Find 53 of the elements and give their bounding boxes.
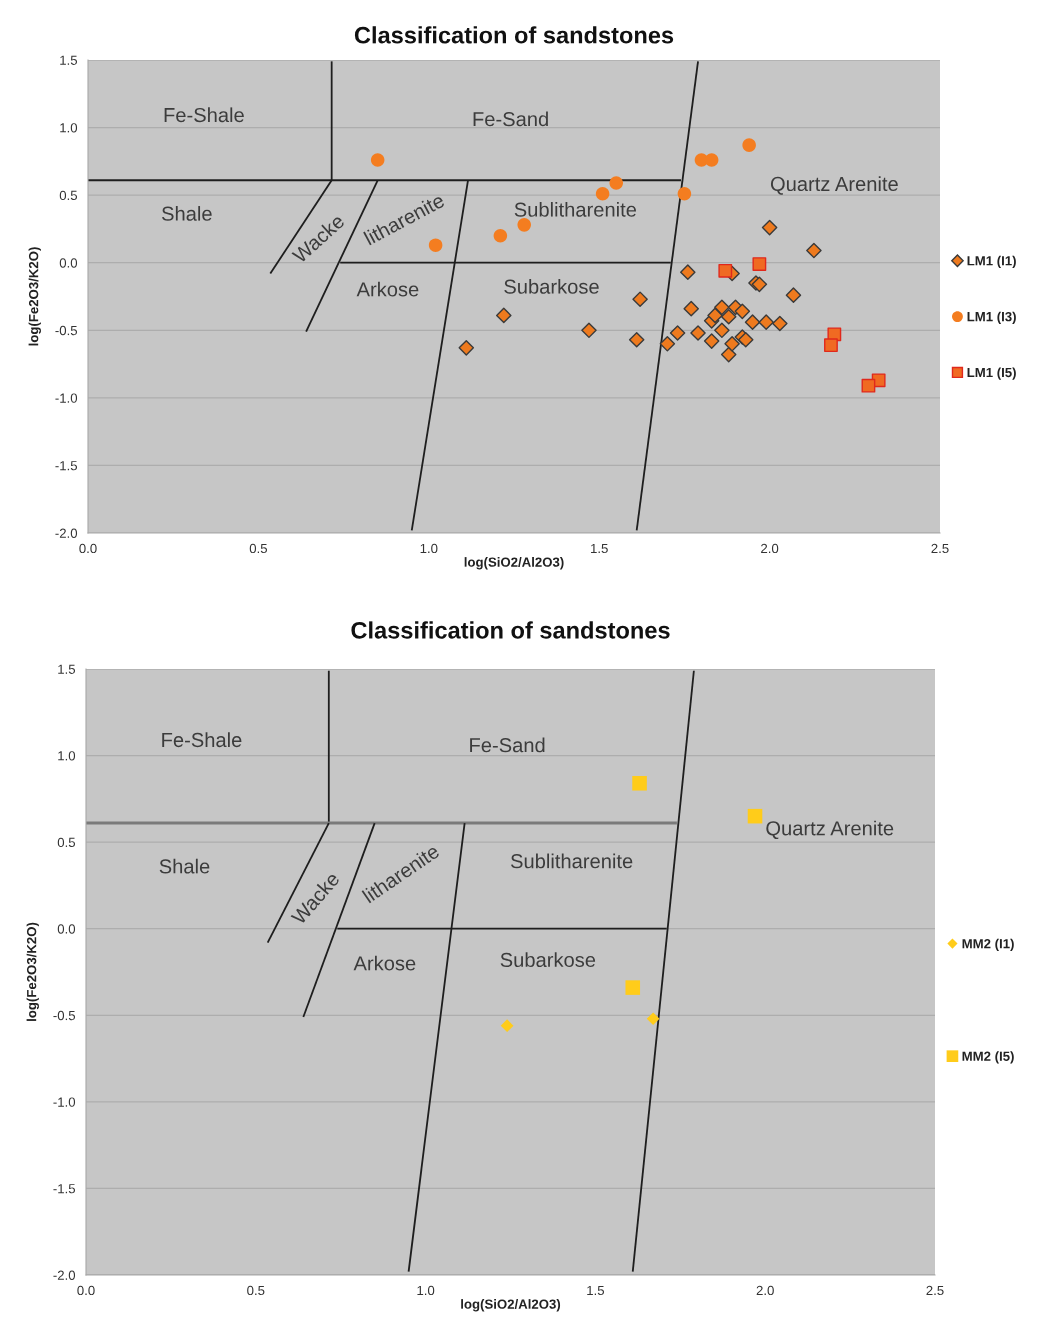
annotation: Quartz Arenite xyxy=(766,820,894,840)
y-tick-label: 1.0 xyxy=(58,751,76,761)
annotation: Sublitharenite xyxy=(510,853,633,869)
y-tick-label: -1.0 xyxy=(55,393,78,403)
y-tick-label: 0.0 xyxy=(59,258,78,268)
x-tick-label: 0.5 xyxy=(247,1285,265,1296)
y-tick-label: 0.0 xyxy=(57,924,76,934)
annotation: Fe-Shale xyxy=(164,107,244,123)
legend-label: MM2 (I1) xyxy=(962,938,1014,951)
y-tick-label: -1.0 xyxy=(53,1097,76,1107)
annotation: Quartz Arenite xyxy=(770,176,898,195)
y-tick-label: 1.5 xyxy=(58,664,76,674)
y-axis-title: log(Fe2O3/K2O) xyxy=(28,247,41,346)
y-tick-label: 0.5 xyxy=(57,837,76,848)
y-tick-label: -1.5 xyxy=(55,461,78,471)
y-tick-label: -1.5 xyxy=(53,1184,76,1194)
legend-label: LM1 (I3) xyxy=(967,311,1016,324)
chart-title: Classification of sandstones xyxy=(354,26,674,44)
annotation: Sublitharenite xyxy=(514,201,637,217)
y-tick-label: -0.5 xyxy=(53,1010,76,1021)
annotation: Fe-Shale xyxy=(162,732,242,748)
x-tick-label: 2.0 xyxy=(756,1285,774,1296)
x-tick-label: 2.5 xyxy=(926,1285,944,1296)
y-tick-label: -2.0 xyxy=(53,1270,76,1280)
y-tick-label: -0.5 xyxy=(55,325,78,336)
annotation: Subarkose xyxy=(504,279,599,294)
x-tick-label: 0.5 xyxy=(249,543,268,554)
annotation: Shale xyxy=(162,206,212,221)
annotation: Arkose xyxy=(356,281,419,297)
annotation: Arkose xyxy=(353,955,416,971)
chart-title: Classification of sandstones xyxy=(351,621,670,639)
y-tick-label: 0.5 xyxy=(59,190,78,201)
x-tick-label: 1.5 xyxy=(587,1285,605,1296)
y-axis-title: log(Fe2O3/K2O) xyxy=(26,922,39,1021)
annotation: Subarkose xyxy=(500,952,596,968)
legend-label: MM2 (I5) xyxy=(962,1051,1014,1064)
x-axis-title: log(SiO2/Al2O3) xyxy=(464,557,564,570)
legend-label: LM1 (I1) xyxy=(967,255,1016,269)
x-tick-label: 2.0 xyxy=(761,543,779,554)
x-tick-label: 1.0 xyxy=(420,543,438,554)
legend-label: LM1 (I5) xyxy=(967,367,1016,380)
annotation: Fe-Sand xyxy=(473,111,548,127)
x-axis-title: log(SiO2/Al2O3) xyxy=(461,1299,561,1312)
y-tick-label: 1.5 xyxy=(60,55,78,65)
annotation: Fe-Sand xyxy=(470,737,545,753)
x-tick-label: 1.0 xyxy=(417,1285,435,1296)
x-tick-label: 1.5 xyxy=(591,543,608,554)
y-tick-label: 1.0 xyxy=(60,123,78,133)
x-tick-label: 0.0 xyxy=(77,1285,95,1296)
annotation: Shale xyxy=(159,858,210,874)
y-tick-label: -2.0 xyxy=(55,528,78,538)
x-tick-label: 0.0 xyxy=(79,543,97,554)
x-tick-label: 2.5 xyxy=(931,543,949,554)
